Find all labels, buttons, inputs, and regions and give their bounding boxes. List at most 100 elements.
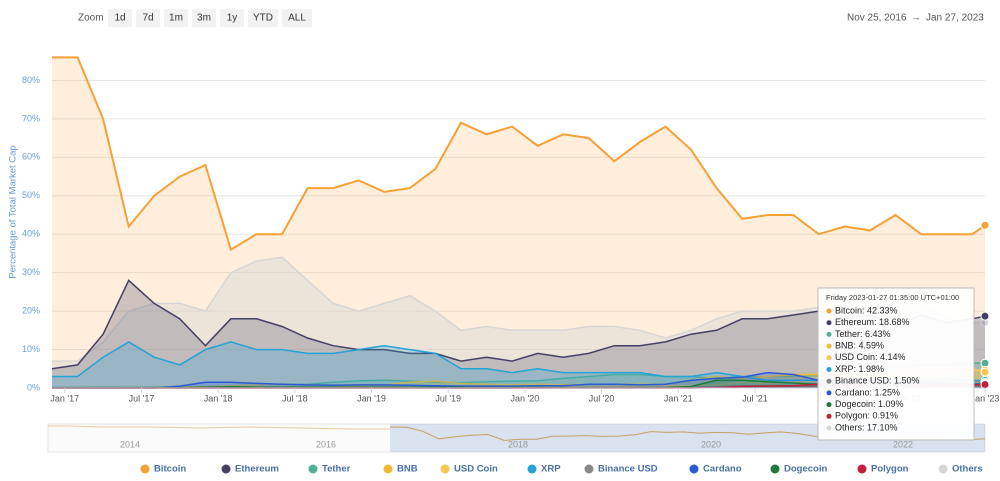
tooltip-entry: Polygon: 0.91%	[835, 411, 898, 421]
legend-marker	[440, 464, 450, 474]
legend-marker	[140, 464, 150, 474]
tooltip-marker	[826, 308, 832, 314]
zoom-button-bg	[282, 9, 312, 27]
tooltip-entry: BNB: 4.59%	[835, 340, 884, 350]
tooltip-marker	[826, 378, 832, 384]
x-tick-label: Jan '17	[50, 393, 79, 403]
legend-item[interactable]: Polygon	[857, 464, 909, 475]
end-marker	[980, 311, 990, 321]
y-tick-label: 40%	[22, 229, 40, 239]
zoom-button[interactable]: YTD	[248, 9, 278, 27]
tooltip-marker	[826, 343, 832, 349]
legend-marker	[938, 464, 948, 474]
legend-item[interactable]: Binance USD	[584, 464, 658, 475]
tooltip-marker	[826, 320, 832, 326]
legend-item[interactable]: Cardano	[689, 464, 742, 475]
legend-marker	[584, 464, 594, 474]
legend-label: XRP	[541, 464, 561, 475]
x-tick-label: Jan '19	[357, 393, 386, 403]
end-marker	[980, 220, 990, 230]
tooltip-marker	[826, 425, 832, 431]
y-tick-label: 80%	[22, 75, 40, 85]
area	[52, 280, 985, 388]
zoom-button-label: ALL	[288, 13, 306, 24]
area	[52, 257, 985, 388]
zoom-label: Zoom	[78, 13, 104, 24]
y-tick-label: 70%	[22, 113, 40, 123]
legend-label: USD Coin	[454, 464, 498, 475]
x-tick-label: Jul '17	[129, 393, 155, 403]
area	[52, 372, 985, 388]
tooltip-entry: Cardano: 1.25%	[835, 387, 900, 397]
legend-label: BNB	[397, 464, 418, 475]
legend-label: Binance USD	[598, 464, 658, 475]
x-tick-label: Jan '20	[511, 393, 540, 403]
date-from: Nov 25, 2016	[847, 13, 907, 24]
y-tick-label: 50%	[22, 190, 40, 200]
zoom-button[interactable]: 1m	[164, 9, 188, 27]
zoom-button[interactable]: 7d	[136, 9, 160, 27]
zoom-button[interactable]: 3m	[192, 9, 216, 27]
legend-item[interactable]: USD Coin	[440, 464, 499, 475]
area	[52, 57, 985, 389]
legend-label: Cardano	[703, 464, 742, 475]
tooltip-entry: Dogecoin: 1.09%	[835, 399, 904, 409]
legend-label: Bitcoin	[154, 464, 186, 475]
zoom-button-label: YTD	[253, 13, 273, 24]
zoom-button[interactable]: ALL	[282, 9, 312, 27]
zoom-button-label: 3m	[197, 13, 211, 24]
x-tick-label: Jan '18	[204, 393, 233, 403]
legend-item[interactable]: Others	[938, 464, 983, 475]
tooltip: Friday 2023-01-27 01:35:00 UTC+01:00 Bitc…	[817, 287, 975, 441]
navigator-label: 2020	[701, 439, 721, 449]
y-tick-label: 0%	[27, 382, 40, 392]
zoom-button-bg	[220, 9, 244, 27]
y-tick-label: 30%	[22, 267, 40, 277]
legend-marker	[383, 464, 393, 474]
zoom-button-bg	[192, 9, 216, 27]
legend-label: Tether	[322, 464, 351, 475]
x-tick-label: Jul '19	[435, 393, 461, 403]
legend-label: Polygon	[871, 464, 909, 475]
date-arrow: →	[911, 13, 921, 24]
legend-item[interactable]: Tether	[308, 464, 351, 475]
navigator-label: 2014	[120, 439, 140, 449]
legend-item[interactable]: Ethereum	[221, 464, 279, 475]
zoom-button-bg	[248, 9, 278, 27]
legend-item[interactable]: BNB	[383, 464, 418, 475]
legend-label: Ethereum	[235, 464, 279, 475]
tooltip-entry: Others: 17.10%	[835, 422, 898, 432]
legend-marker	[770, 464, 780, 474]
area	[52, 370, 985, 388]
zoom-button-label: 7d	[142, 13, 153, 24]
date-to: Jan 27, 2023	[926, 13, 984, 24]
tooltip-entry: Ethereum: 18.68%	[835, 317, 910, 327]
tooltip-marker	[826, 390, 832, 396]
area	[52, 341, 985, 388]
x-tick-label: Jan '21	[664, 393, 693, 403]
end-marker	[980, 380, 990, 390]
tooltip-box	[817, 287, 975, 441]
tooltip-entry: Tether: 6.43%	[835, 329, 891, 339]
legend-item[interactable]: Dogecoin	[770, 464, 828, 475]
y-tick-label: 10%	[22, 344, 40, 354]
line	[52, 56, 986, 252]
legend-item[interactable]: Bitcoin	[140, 464, 187, 475]
legend-label: Others	[952, 464, 983, 475]
x-tick-label: Jan '23	[971, 393, 1000, 403]
zoom-button-label: 1y	[227, 13, 238, 24]
navigator-label: 2018	[508, 439, 528, 449]
zoom-button[interactable]: 1d	[108, 9, 132, 27]
plot	[51, 56, 990, 390]
zoom-button[interactable]: 1y	[220, 9, 244, 27]
legend-marker	[857, 464, 867, 474]
x-tick-label: Jul '18	[282, 393, 308, 403]
legend-label: Dogecoin	[784, 464, 827, 475]
zoom-button-label: 1m	[169, 13, 183, 24]
legend-item[interactable]: XRP	[527, 464, 562, 475]
tooltip-title: Friday 2023-01-27 01:35:00 UTC+01:00	[826, 293, 959, 302]
tooltip-marker	[826, 355, 832, 361]
legend-marker	[308, 464, 318, 474]
navigator-history	[48, 425, 390, 430]
